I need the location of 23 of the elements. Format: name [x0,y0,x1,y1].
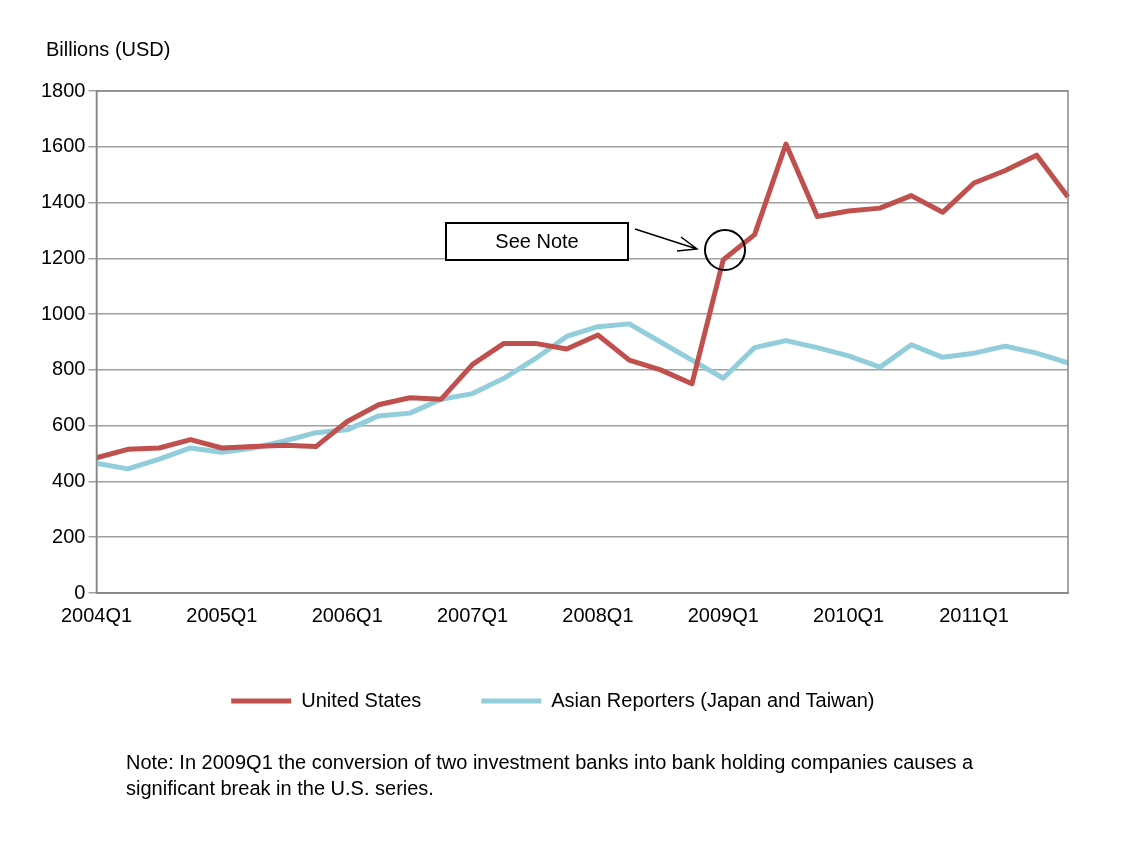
y-tick-label: 1800 [40,78,86,101]
x-tick-label: 2004Q1 [60,603,133,626]
x-tick-label: 2007Q1 [436,603,509,626]
x-tick-label: 2011Q1 [939,603,1009,626]
y-tick-label: 600 [52,413,86,436]
x-tick-label: 2010Q1 [813,603,885,626]
y-tick-label: 1400 [40,190,86,213]
y-tick-label: 0 [74,580,86,603]
x-tick-label: 2009Q1 [687,603,759,626]
y-tick-label: 1200 [40,245,86,268]
y-axis-title: Billions (USD) [45,37,172,62]
y-tick-label: 1600 [40,134,86,157]
y-tick-label: 1000 [40,301,86,324]
y-tick-label: 400 [52,468,86,491]
annotation: See Note [495,230,579,253]
x-tick-label: 2008Q1 [562,603,634,626]
x-tick-label: 2005Q1 [186,603,258,626]
legend-label: United States [301,688,422,711]
legend-label: Asian Reporters (Japan and Taiwan) [551,688,875,711]
x-tick-label: 2006Q1 [311,603,383,626]
text: Note: In 2009Q1 the conversion of two investment banks into bank holding companies causes a significant break in the U.S. series. [125,750,975,801]
y-tick-label: 200 [52,524,86,547]
y-tick-label: 800 [52,357,86,380]
